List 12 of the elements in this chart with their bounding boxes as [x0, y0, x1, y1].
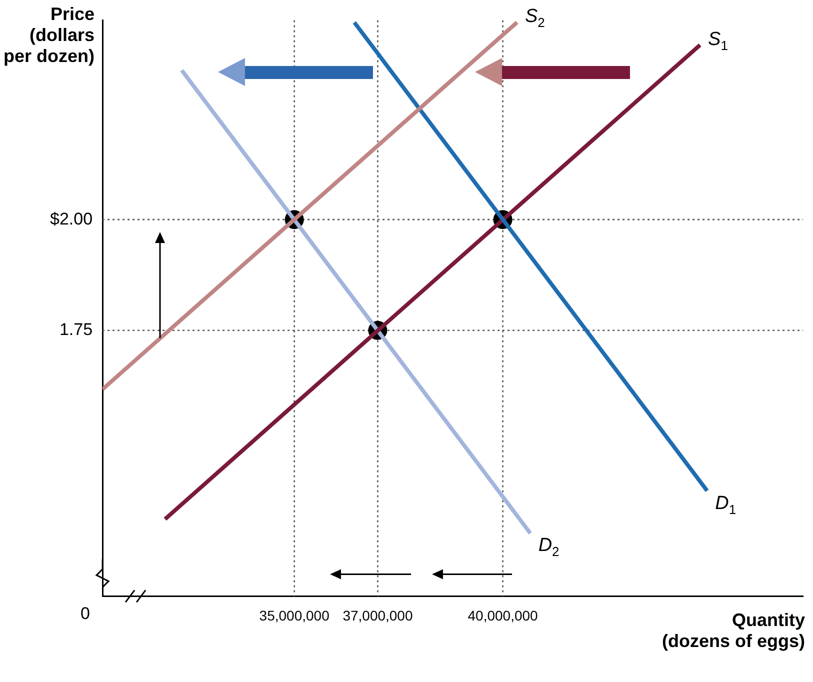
y-tick-label: $2.00	[50, 209, 93, 228]
series-label: S$_{1}$	[708, 29, 728, 53]
series-label: D$_{1}$	[715, 492, 736, 517]
x-tick-label: 37,000,000	[342, 607, 413, 624]
x-axis-title: Quantity (dozens of eggs)	[662, 610, 805, 652]
series-label: S$_{2}$	[524, 6, 545, 30]
x-tick-label: 40,000,000	[468, 607, 538, 624]
y-tick-label: 1.75	[59, 320, 93, 340]
y-axis-title: Price (dollars per dozen)	[4, 4, 95, 67]
x-tick-label: 35,000,000	[259, 607, 330, 624]
series-label: D$_{2}$	[538, 535, 560, 560]
text: 0	[80, 604, 90, 624]
